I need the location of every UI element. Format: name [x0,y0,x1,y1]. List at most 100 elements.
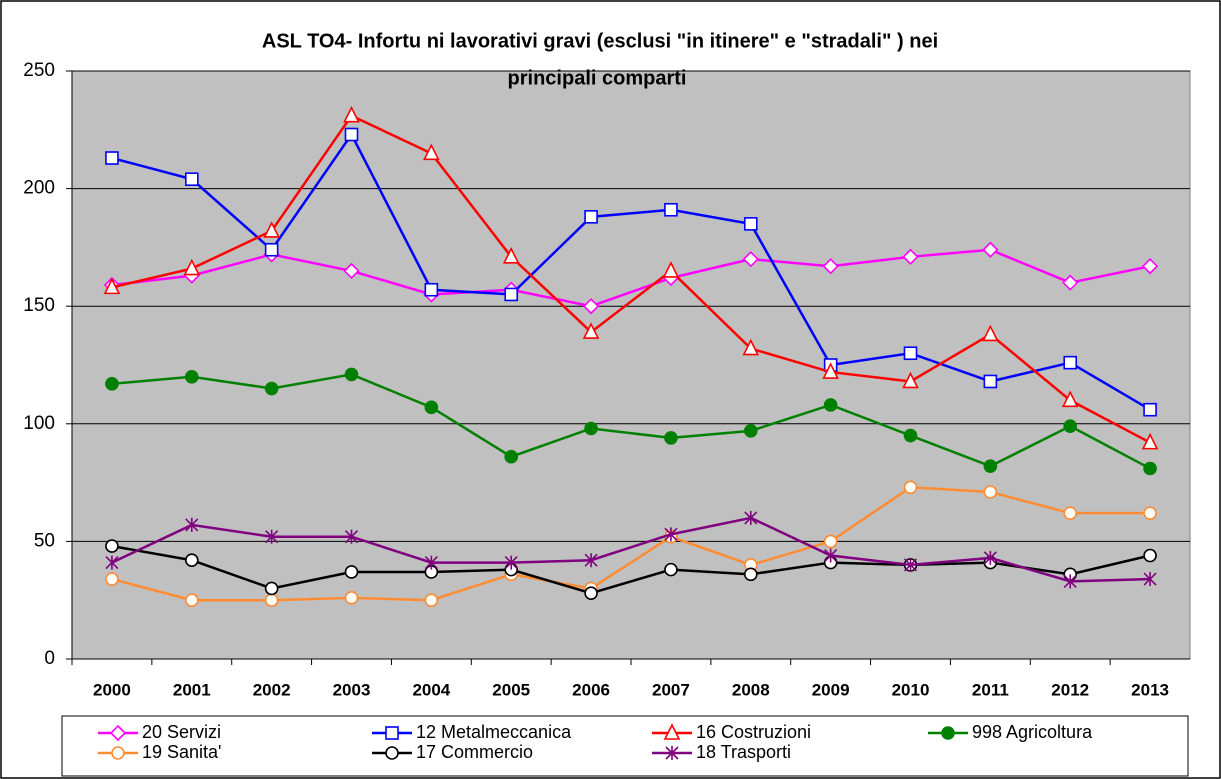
x-tick-label: 2009 [812,680,850,699]
series-line [111,132,1151,411]
marker [344,127,359,142]
y-tick-label: 150 [23,295,55,316]
marker [1063,506,1078,520]
legend-label: 998 Agricoltura [972,722,1093,742]
marker [183,258,201,276]
marker [664,527,678,542]
marker [103,277,121,295]
marker [344,367,359,382]
marker [111,746,125,760]
marker [983,485,998,499]
marker [263,221,280,238]
marker [823,398,838,412]
x-tick-label: 2011 [972,680,1009,699]
marker [584,553,598,568]
marker [265,529,279,544]
marker [662,261,680,278]
marker [664,431,678,445]
y-tick-label: 50 [34,530,55,551]
legend-label: 18 Trasporti [696,742,791,762]
marker [1143,461,1157,476]
chart-title: principali comparti [508,67,687,89]
marker [1141,258,1159,275]
x-tick-label: 2004 [412,680,450,699]
marker [663,723,681,740]
marker [742,251,759,268]
x-tick-label: 2012 [1051,680,1089,699]
marker [584,586,598,600]
x-tick-label: 2006 [572,680,610,699]
marker [983,374,998,389]
marker [823,534,838,549]
marker [1063,574,1077,589]
plot-area [71,70,1191,660]
marker [742,338,760,356]
series-line [111,248,1151,308]
marker [743,424,758,438]
marker [105,555,119,570]
marker [1141,432,1159,450]
legend-box [61,715,1189,777]
marker [109,724,127,742]
marker [824,548,838,563]
marker [743,567,758,582]
marker [903,346,918,361]
marker [584,210,598,224]
x-tick-label: 2000 [93,680,131,699]
marker [982,324,999,342]
x-tick-label: 2010 [892,680,930,699]
marker [1062,274,1079,291]
marker [582,298,600,315]
legend-label: 20 Servizi [142,722,221,742]
marker [264,581,279,596]
x-tick-label: 2007 [652,680,690,699]
marker [1143,572,1157,587]
marker [385,726,399,740]
chart-title: ASL TO4- Infortu ni lavorativi gravi (es… [262,30,938,52]
marker [264,242,279,257]
marker [665,746,679,760]
legend-label: 16 Costruzioni [696,722,811,742]
marker [822,362,839,379]
marker [105,377,119,391]
marker [343,262,360,280]
x-tick-label: 2003 [333,680,371,699]
marker [1143,548,1157,563]
marker [344,591,359,605]
marker [1063,419,1078,433]
marker [184,172,199,186]
marker [941,726,955,740]
marker [1061,390,1079,408]
marker [105,539,119,553]
marker [424,593,439,608]
marker [903,480,918,495]
x-tick-label: 2013 [1131,680,1169,699]
series-line [111,544,1151,595]
marker [344,529,359,544]
marker [504,287,519,302]
marker [504,449,519,464]
marker [664,202,678,217]
marker [902,371,919,389]
marker [983,459,998,473]
x-tick-label: 2005 [492,680,530,699]
marker [1143,402,1157,417]
legend-label: 19 Sanita' [142,742,222,762]
marker [983,550,997,565]
marker [664,562,678,577]
marker [582,322,600,339]
marker [424,400,439,415]
marker [424,555,438,570]
marker [264,381,279,396]
marker [424,282,439,297]
series-line [111,373,1151,470]
marker [902,248,919,265]
marker [903,557,918,572]
y-tick-label: 0 [44,648,55,669]
series-line [111,114,1151,444]
marker [822,258,839,275]
marker [1143,506,1157,520]
marker [105,572,119,586]
legend-label: 17 Commercio [416,742,533,762]
